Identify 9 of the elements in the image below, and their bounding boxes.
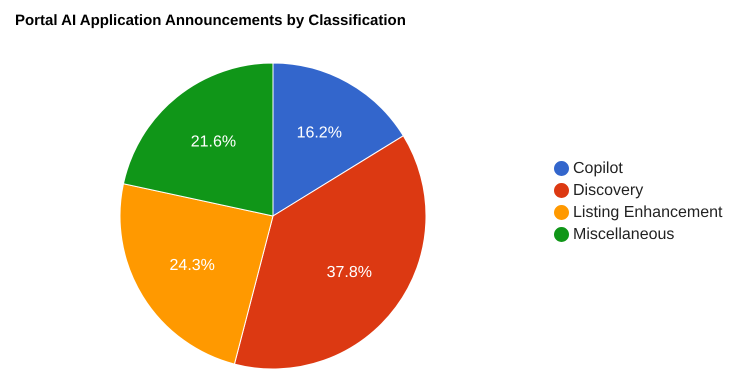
data-label: 16.2% [296, 124, 342, 142]
data-label: 37.8% [326, 264, 372, 281]
legend-label: Copilot [573, 160, 623, 177]
legend-label: Miscellaneous [573, 226, 674, 243]
data-label: 24.3% [170, 257, 215, 274]
legend-label: Listing Enhancement [573, 204, 722, 221]
legend-label: Discovery [573, 182, 644, 199]
data-label: 21.6% [190, 134, 236, 151]
chart-title: Portal AI Application Announcements by Classification [15, 12, 406, 29]
